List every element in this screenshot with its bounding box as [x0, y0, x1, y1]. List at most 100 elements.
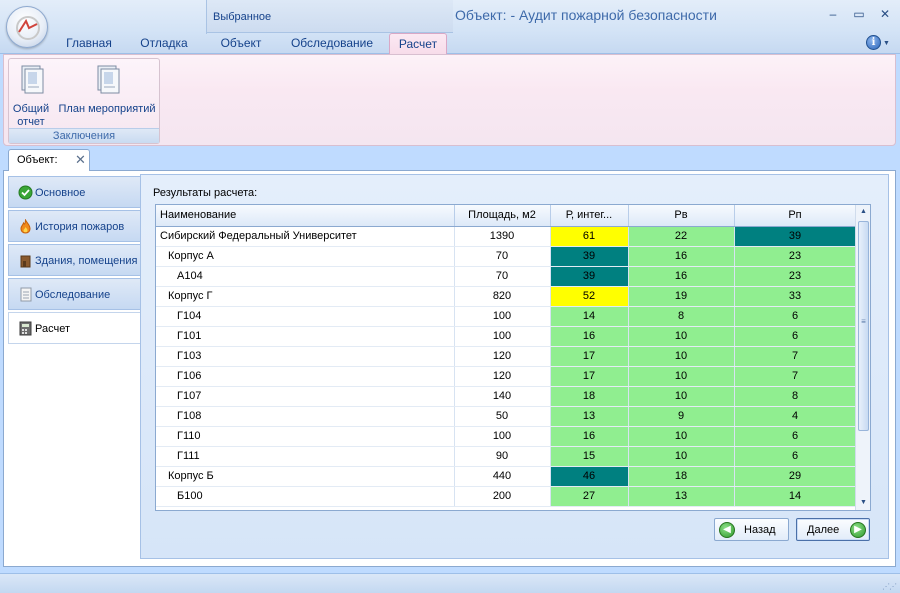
cell-name[interactable]: Г101 [156, 326, 455, 347]
cell-name[interactable]: Корпус Б [156, 466, 455, 487]
cell-pp[interactable]: 23 [734, 266, 857, 287]
favorites-label[interactable]: Выбранное [213, 11, 272, 23]
resize-grip-icon[interactable]: ⋰⋰ [882, 582, 897, 591]
scrollbar-thumb[interactable]: ≡ [858, 221, 869, 431]
cell-pv[interactable]: 16 [628, 246, 735, 267]
cell-pp[interactable]: 6 [734, 326, 857, 347]
table-row[interactable]: Г106 120 17 10 7 [156, 366, 857, 387]
table-row[interactable]: Г110 100 16 10 6 [156, 426, 857, 447]
minimize-icon[interactable]: – [829, 7, 837, 21]
cell-p-integral[interactable]: 18 [550, 386, 629, 407]
cell-pv[interactable]: 10 [628, 346, 735, 367]
cell-name[interactable]: Г103 [156, 346, 455, 367]
cell-pp[interactable]: 6 [734, 446, 857, 467]
cell-name[interactable]: Г104 [156, 306, 455, 327]
cell-pv[interactable]: 18 [628, 466, 735, 487]
cell-pp[interactable]: 6 [734, 426, 857, 447]
cell-p-integral[interactable]: 16 [550, 426, 629, 447]
cell-area[interactable]: 1390 [454, 226, 551, 247]
table-row[interactable]: Г111 90 15 10 6 [156, 446, 857, 467]
cell-p-integral[interactable]: 16 [550, 326, 629, 347]
table-row[interactable]: Корпус Б 440 46 18 29 [156, 466, 857, 487]
next-button[interactable]: Далее ▶ [796, 518, 870, 541]
cell-p-integral[interactable]: 39 [550, 246, 629, 267]
cell-p-integral[interactable]: 15 [550, 446, 629, 467]
column-header-area[interactable]: Площадь, м2 [454, 205, 551, 227]
cell-p-integral[interactable]: 46 [550, 466, 629, 487]
maximize-icon[interactable]: ▭ [853, 7, 865, 21]
cell-pv[interactable]: 10 [628, 446, 735, 467]
cell-pp[interactable]: 4 [734, 406, 857, 427]
cell-p-integral[interactable]: 61 [550, 226, 629, 247]
column-header-pp[interactable]: Рп [734, 205, 857, 227]
chevron-down-icon[interactable]: ▼ [883, 40, 890, 47]
cell-pv[interactable]: 9 [628, 406, 735, 427]
close-window-icon[interactable]: ✕ [879, 7, 891, 21]
nav-item-buildings[interactable]: Здания, помещения [8, 244, 141, 276]
cell-pp[interactable]: 7 [734, 366, 857, 387]
table-row[interactable]: Г104 100 14 8 6 [156, 306, 857, 327]
table-row[interactable]: Корпус А 70 39 16 23 [156, 246, 857, 267]
cell-area[interactable]: 140 [454, 386, 551, 407]
cell-pv[interactable]: 8 [628, 306, 735, 327]
cell-name[interactable]: Г108 [156, 406, 455, 427]
column-header-pv[interactable]: Рв [628, 205, 735, 227]
nav-item-fire-history[interactable]: История пожаров [8, 210, 141, 242]
cell-pv[interactable]: 13 [628, 486, 735, 507]
cell-area[interactable]: 70 [454, 266, 551, 287]
cell-area[interactable]: 70 [454, 246, 551, 267]
cell-pp[interactable]: 14 [734, 486, 857, 507]
cell-p-integral[interactable]: 27 [550, 486, 629, 507]
table-row[interactable]: Г103 120 17 10 7 [156, 346, 857, 367]
nav-item-calculation[interactable]: Расчет [8, 312, 141, 344]
application-menu-button[interactable] [6, 6, 48, 48]
cell-pv[interactable]: 22 [628, 226, 735, 247]
tab-main[interactable]: Главная [66, 36, 112, 50]
cell-p-integral[interactable]: 17 [550, 366, 629, 387]
cell-pp[interactable]: 33 [734, 286, 857, 307]
cell-name[interactable]: А104 [156, 266, 455, 287]
tab-debug[interactable]: Отладка [140, 36, 188, 50]
cell-name[interactable]: Г106 [156, 366, 455, 387]
cell-area[interactable]: 120 [454, 346, 551, 367]
document-tab[interactable]: Объект: ✕ [8, 149, 90, 171]
cell-name[interactable]: Корпус А [156, 246, 455, 267]
table-row[interactable]: А104 70 39 16 23 [156, 266, 857, 287]
general-report-button[interactable]: Общий отчет [11, 63, 51, 129]
cell-name[interactable]: Корпус Г [156, 286, 455, 307]
cell-p-integral[interactable]: 14 [550, 306, 629, 327]
back-button[interactable]: ◀ Назад [714, 518, 789, 541]
table-row[interactable]: Г108 50 13 9 4 [156, 406, 857, 427]
cell-pp[interactable]: 39 [734, 226, 857, 247]
column-header-name[interactable]: Наименование [156, 205, 455, 227]
cell-p-integral[interactable]: 39 [550, 266, 629, 287]
table-row[interactable]: Корпус Г 820 52 19 33 [156, 286, 857, 307]
tab-calculation[interactable]: Расчет [389, 33, 447, 54]
cell-area[interactable]: 100 [454, 326, 551, 347]
help-icon[interactable]: i [866, 35, 881, 50]
cell-area[interactable]: 90 [454, 446, 551, 467]
cell-name[interactable]: Сибирский Федеральный Университет [156, 226, 455, 247]
cell-pv[interactable]: 10 [628, 386, 735, 407]
cell-area[interactable]: 100 [454, 426, 551, 447]
cell-name[interactable]: Г107 [156, 386, 455, 407]
cell-pp[interactable]: 8 [734, 386, 857, 407]
tab-inspection[interactable]: Обследование [290, 36, 374, 50]
tab-object[interactable]: Объект [220, 36, 262, 50]
cell-area[interactable]: 820 [454, 286, 551, 307]
cell-name[interactable]: Б100 [156, 486, 455, 507]
table-row[interactable]: Г101 100 16 10 6 [156, 326, 857, 347]
cell-p-integral[interactable]: 17 [550, 346, 629, 367]
cell-area[interactable]: 200 [454, 486, 551, 507]
cell-pv[interactable]: 10 [628, 366, 735, 387]
cell-pp[interactable]: 29 [734, 466, 857, 487]
cell-area[interactable]: 120 [454, 366, 551, 387]
close-tab-icon[interactable]: ✕ [75, 152, 86, 167]
cell-name[interactable]: Г110 [156, 426, 455, 447]
cell-p-integral[interactable]: 13 [550, 406, 629, 427]
column-header-p-integral[interactable]: Р, интег... [550, 205, 629, 227]
cell-pv[interactable]: 10 [628, 326, 735, 347]
table-row[interactable]: Сибирский Федеральный Университет 1390 61 2… [156, 226, 857, 247]
scroll-down-icon[interactable]: ▼ [860, 499, 867, 506]
table-row[interactable]: Г107 140 18 10 8 [156, 386, 857, 407]
